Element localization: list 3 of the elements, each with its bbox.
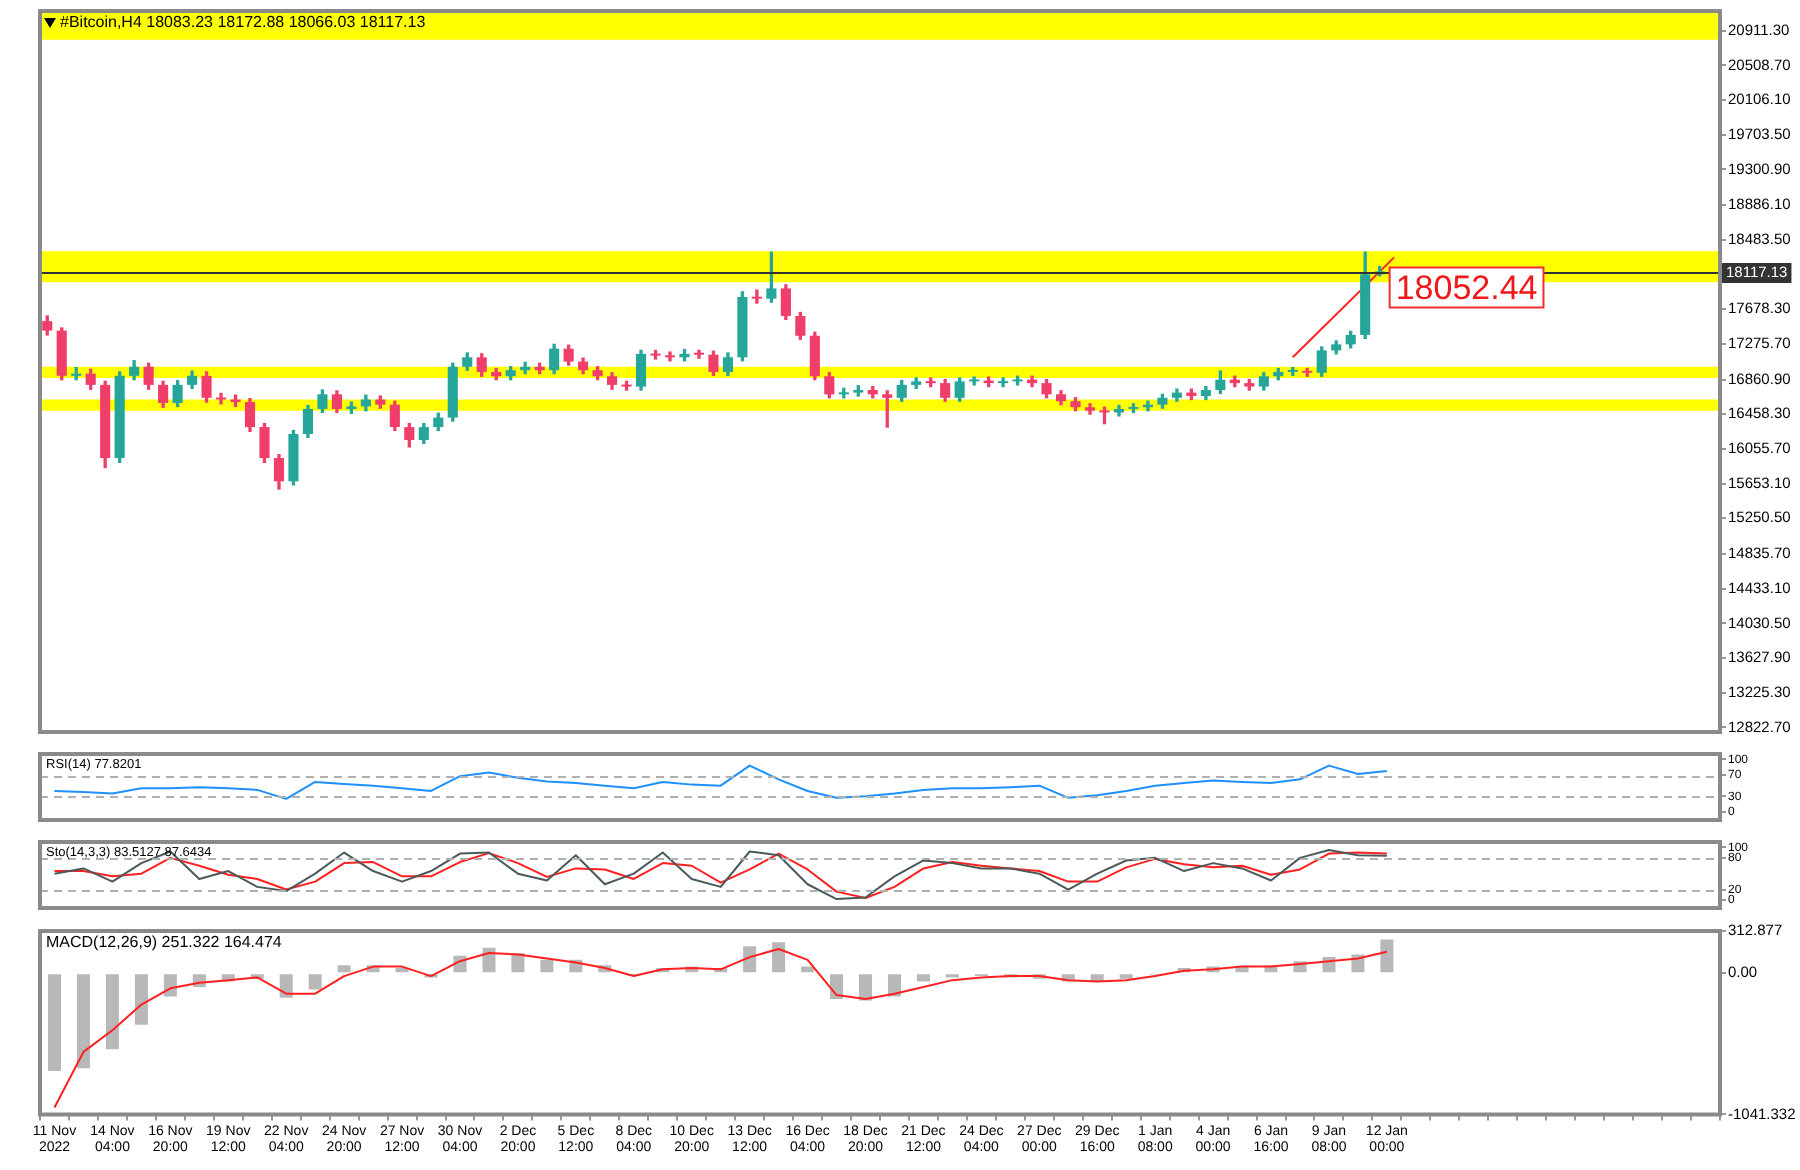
annotation: 18052.44 — [1395, 268, 1538, 307]
chart-title: MACD(12,26,9) 251.322 164.474 — [46, 933, 283, 952]
chart-title: #Bitcoin,H4 18083.23 18172.88 18066.03 18117.13 — [60, 13, 427, 32]
